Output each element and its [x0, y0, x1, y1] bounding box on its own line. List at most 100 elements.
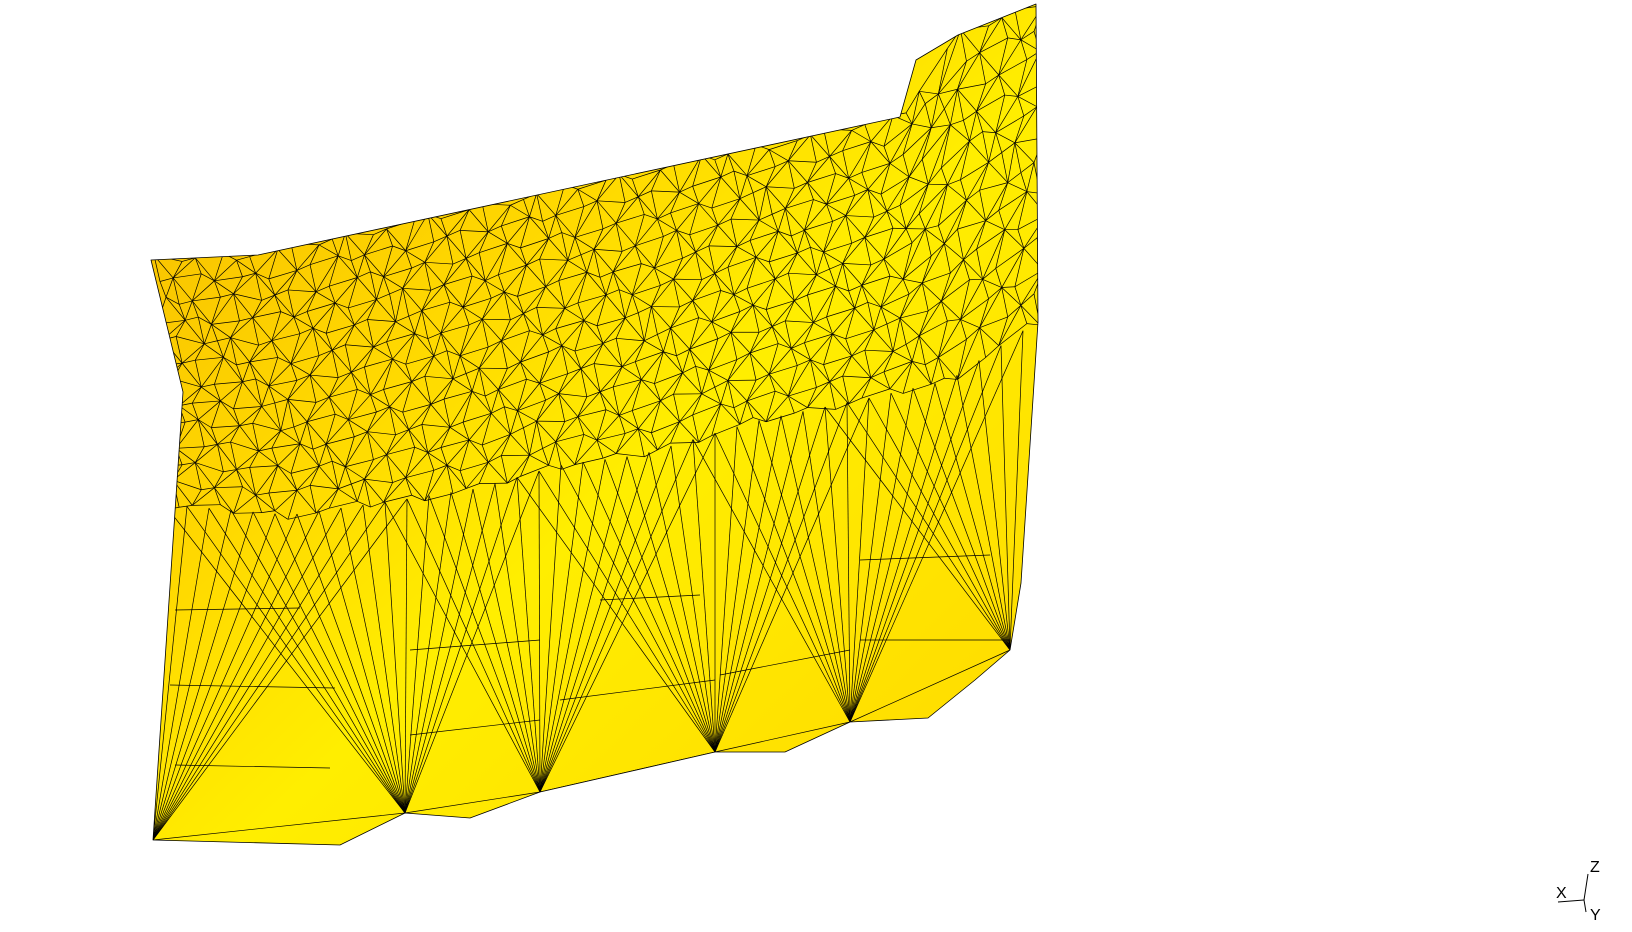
mesh-edge [424, 465, 448, 501]
mesh-edge [813, 199, 827, 205]
mesh-edge [772, 320, 786, 327]
mesh-edge [938, 357, 945, 379]
mesh-edge [739, 400, 748, 425]
mesh-edge [468, 439, 489, 463]
mesh-edge [998, 305, 1022, 346]
mesh-edge [405, 477, 413, 496]
mesh-edge [663, 230, 677, 237]
mesh-edge [523, 313, 530, 331]
mesh-edge [574, 237, 582, 255]
mesh-edge [386, 228, 393, 247]
mesh-edge [255, 495, 262, 513]
mesh-edge [670, 212, 677, 231]
mesh-edge [200, 357, 224, 388]
mesh-edge [1014, 142, 1022, 173]
mesh-edge [637, 428, 645, 457]
mesh-edge [930, 93, 939, 128]
mesh-edge [312, 327, 327, 334]
mesh-edge [727, 153, 735, 172]
mesh-edge [845, 308, 856, 339]
mesh-edge [306, 421, 327, 445]
mesh-edge [1001, 152, 1009, 183]
mesh-edge [498, 389, 518, 411]
mesh-edge [520, 362, 527, 380]
mesh-edge [969, 140, 989, 163]
mesh-edge [976, 229, 1005, 250]
mesh-edge [351, 372, 371, 395]
mesh-edge [599, 594, 701, 601]
mesh-edge [153, 366, 161, 383]
mesh-edge [766, 412, 795, 423]
mesh-edge [829, 150, 843, 157]
mesh-edge [673, 164, 680, 193]
mesh-edge [542, 328, 556, 336]
mesh-edge [796, 230, 805, 254]
mesh-edge [309, 244, 320, 265]
mesh-edge [433, 464, 448, 471]
mesh-edge [870, 115, 894, 142]
mesh-edge [367, 431, 387, 455]
mesh-edge [574, 439, 598, 465]
axis-orientation-triad: Z X Y [1556, 859, 1601, 924]
mesh-edge [178, 405, 199, 420]
mesh-edge [692, 273, 716, 301]
mesh-edge [695, 224, 719, 253]
mesh-edge [1023, 214, 1038, 249]
mesh-edge [673, 251, 696, 280]
mesh-edge [478, 367, 499, 390]
mesh-edge [386, 333, 415, 343]
mesh-edge [771, 300, 795, 327]
mesh-edge [788, 272, 817, 276]
mesh-edge [526, 378, 540, 384]
mesh-edge [848, 141, 872, 179]
mesh-edge [1026, 191, 1038, 215]
mesh-edge [599, 391, 620, 416]
mesh-edge [370, 271, 384, 278]
mesh-edge [367, 411, 377, 432]
mesh-edge [593, 222, 617, 250]
mesh-edge [695, 366, 702, 394]
mesh-edge [152, 510, 232, 841]
mesh-edge [864, 124, 872, 142]
mesh-edge [487, 205, 511, 233]
mesh-edge [979, 52, 986, 84]
mesh-edge [233, 486, 243, 514]
mesh-edge [835, 285, 855, 309]
mesh-edge [465, 258, 473, 277]
mesh-edge [708, 370, 716, 388]
mesh-edge [947, 319, 961, 322]
mesh-edge [529, 216, 543, 222]
mesh-edge [290, 443, 301, 474]
mesh-edge [159, 378, 174, 383]
mesh-edge [153, 448, 177, 468]
mesh-edge [966, 327, 980, 340]
mesh-edge [924, 364, 932, 385]
mesh-edge [807, 173, 836, 183]
mesh-edge [605, 271, 614, 296]
mesh-edge [918, 335, 926, 365]
mesh-edge [468, 439, 483, 446]
mesh-edge [539, 462, 584, 793]
mesh-edge [315, 396, 330, 403]
mesh-edge [832, 333, 852, 357]
mesh-edge [692, 414, 699, 443]
mesh-edge [634, 245, 655, 269]
mesh-edge [583, 320, 598, 327]
mesh-edge [274, 513, 406, 814]
mesh-edge [695, 245, 709, 253]
mesh-edge [867, 163, 891, 190]
mesh-edge [424, 493, 454, 502]
mesh-edge [749, 230, 779, 241]
mesh-edge [329, 389, 358, 398]
mesh-edge [749, 352, 770, 375]
mesh-edge [846, 402, 851, 723]
mesh-edge [318, 244, 339, 257]
mesh-edge [526, 264, 546, 287]
mesh-edge [468, 413, 492, 441]
mesh-edge [848, 177, 869, 190]
mesh-edge [325, 333, 333, 351]
mesh-edge [507, 476, 521, 484]
mesh-edge [258, 430, 282, 452]
